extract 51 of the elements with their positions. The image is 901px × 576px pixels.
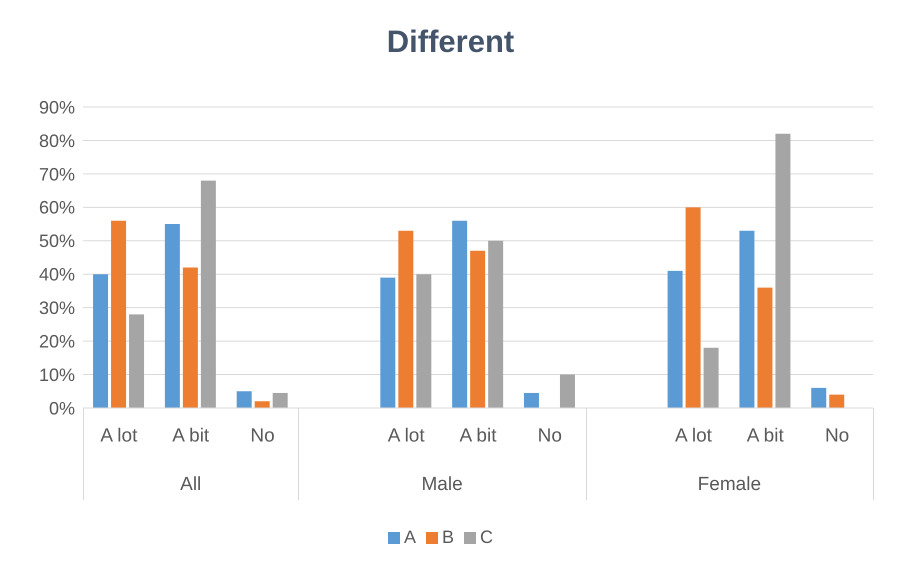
text: Female — [696, 474, 762, 496]
bar — [811, 388, 826, 408]
y-tick-label: 20% — [38, 332, 75, 352]
x-tick-label: A bit — [746, 425, 784, 446]
bar — [416, 274, 432, 408]
x-tick-label: No — [538, 425, 562, 446]
legend-label: B — [442, 527, 454, 547]
bar — [757, 288, 772, 408]
text: All — [179, 474, 202, 496]
y-tick-label: 50% — [38, 231, 75, 252]
y-tick-label: 70% — [38, 164, 75, 184]
bar — [164, 224, 180, 408]
y-tick-label: 30% — [38, 298, 75, 318]
legend-label: A — [404, 527, 416, 547]
text: Male — [420, 474, 464, 496]
y-tick-label: 60% — [38, 198, 75, 218]
bar — [398, 230, 414, 408]
chart-title: Different — [386, 24, 516, 60]
x-tick-label: A lot — [388, 425, 426, 446]
x-tick-label: A bit — [172, 425, 210, 446]
y-tick-label: 0% — [48, 398, 75, 418]
x-tick-label: A bit — [460, 425, 498, 446]
bar — [200, 180, 216, 408]
bar — [380, 278, 396, 408]
bar — [470, 250, 486, 408]
y-tick-label: 80% — [38, 130, 75, 151]
bar — [452, 220, 468, 408]
bar — [236, 391, 252, 408]
bar — [129, 314, 144, 408]
bar — [829, 394, 844, 408]
bar — [93, 274, 108, 408]
bar — [254, 401, 270, 408]
bar — [668, 270, 683, 408]
x-tick-label: No — [250, 425, 275, 446]
bar — [560, 374, 575, 408]
bar — [524, 392, 539, 408]
legend-label: C — [480, 527, 494, 547]
x-tick-label: A lot — [100, 425, 138, 446]
bar — [739, 230, 754, 408]
bar — [182, 268, 198, 408]
y-tick-label: 90% — [38, 97, 75, 118]
bar — [488, 240, 504, 408]
x-tick-label: A lot — [674, 425, 713, 446]
y-tick-label: 40% — [38, 264, 75, 285]
bar — [775, 134, 790, 408]
bar — [272, 392, 288, 408]
bar — [686, 207, 701, 408]
bar — [704, 348, 719, 408]
bar — [111, 220, 126, 408]
y-tick-label: 10% — [38, 364, 75, 385]
x-tick-label: No — [824, 425, 850, 446]
